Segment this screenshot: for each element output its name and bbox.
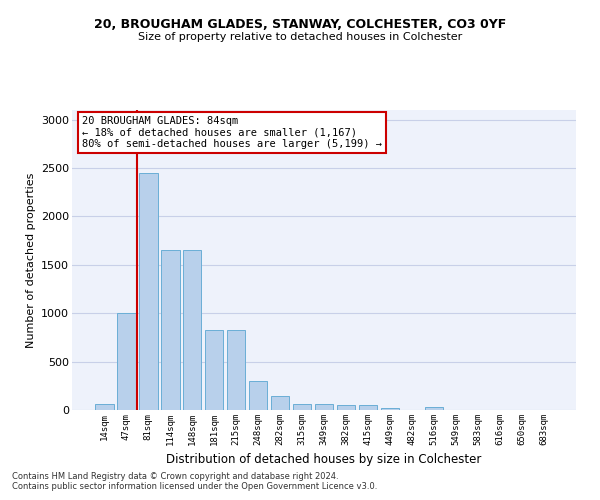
Bar: [161, 250, 179, 410]
Bar: [249, 381, 268, 410]
Text: Distribution of detached houses by size in Colchester: Distribution of detached houses by size …: [166, 454, 482, 466]
Text: Size of property relative to detached houses in Colchester: Size of property relative to detached ho…: [138, 32, 462, 42]
Bar: [95, 404, 113, 410]
Text: Contains HM Land Registry data © Crown copyright and database right 2024.: Contains HM Land Registry data © Crown c…: [12, 472, 338, 481]
Bar: [359, 405, 377, 410]
Text: 20, BROUGHAM GLADES, STANWAY, COLCHESTER, CO3 0YF: 20, BROUGHAM GLADES, STANWAY, COLCHESTER…: [94, 18, 506, 30]
Bar: [205, 330, 223, 410]
Bar: [425, 406, 443, 410]
Bar: [314, 404, 334, 410]
Text: 20 BROUGHAM GLADES: 84sqm
← 18% of detached houses are smaller (1,167)
80% of se: 20 BROUGHAM GLADES: 84sqm ← 18% of detac…: [82, 116, 382, 149]
Bar: [271, 396, 289, 410]
Bar: [183, 250, 202, 410]
Bar: [337, 404, 355, 410]
Y-axis label: Number of detached properties: Number of detached properties: [26, 172, 35, 348]
Bar: [227, 330, 245, 410]
Bar: [117, 313, 136, 410]
Bar: [293, 404, 311, 410]
Bar: [139, 173, 158, 410]
Bar: [380, 408, 399, 410]
Text: Contains public sector information licensed under the Open Government Licence v3: Contains public sector information licen…: [12, 482, 377, 491]
